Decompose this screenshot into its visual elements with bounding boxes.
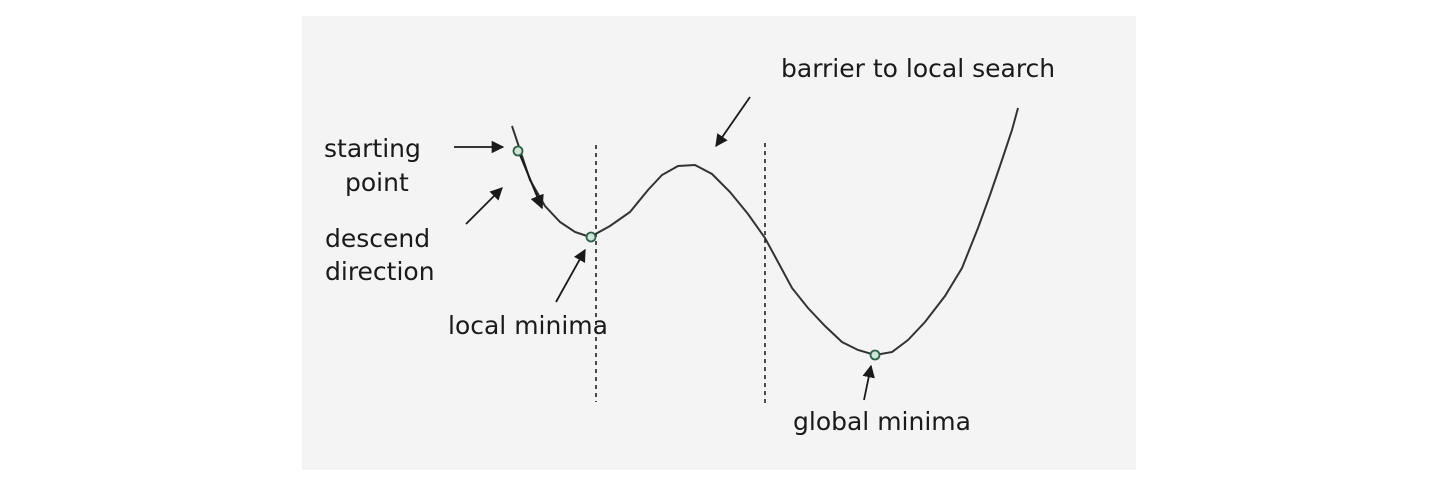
barrier-label: barrier to local search — [781, 54, 1055, 83]
local-minima-marker — [585, 231, 597, 243]
global-minima-arrow — [862, 364, 875, 401]
descend-direction-label-line2: direction — [325, 257, 435, 286]
descend-direction-arrow — [465, 187, 503, 225]
descend-direction-label-line1: descend — [325, 224, 430, 253]
global-minima-label: global minima — [793, 407, 971, 436]
starting-point-label-line1: starting — [324, 134, 421, 163]
barrier-arrow — [715, 96, 751, 148]
diagram-panel — [302, 16, 1136, 470]
objective-curve — [511, 107, 1019, 357]
local-minima-label: local minima — [448, 311, 608, 340]
local-minima-arrow — [555, 248, 586, 303]
global-minima-marker — [869, 349, 881, 361]
descend-arrow — [517, 149, 544, 210]
starting-point-label-line2: point — [345, 168, 409, 197]
starting-point-marker — [512, 145, 524, 157]
